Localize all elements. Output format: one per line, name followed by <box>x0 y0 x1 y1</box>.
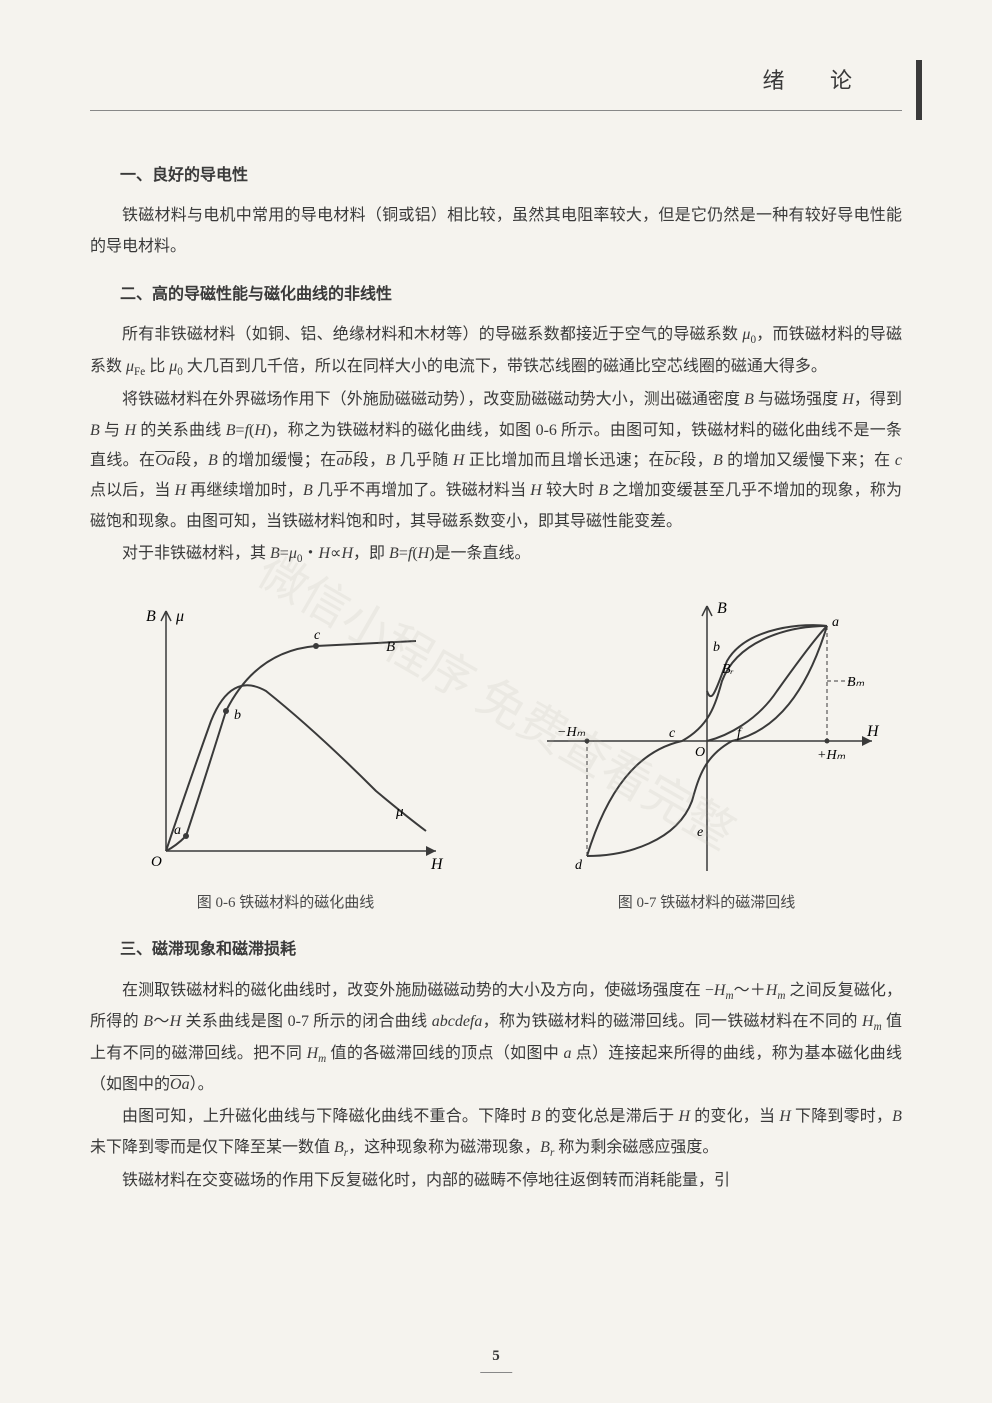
section-3-p1: 在测取铁磁材料的磁化曲线时，改变外施励磁磁动势的大小及方向，使磁场强度在 −Hm… <box>90 976 902 1101</box>
svg-text:c: c <box>314 628 321 643</box>
svg-text:+Hₘ: +Hₘ <box>817 748 846 763</box>
svg-text:B: B <box>386 639 395 655</box>
magnetization-curve-svg: B μ H O a b c B μ <box>116 591 456 881</box>
svg-text:Bᵣ: Bᵣ <box>722 662 734 677</box>
section-3-p2: 由图可知，上升磁化曲线与下降磁化曲线不重合。下降时 B 的变化总是滞后于 H 的… <box>90 1102 902 1164</box>
figure-0-7: B H O a b c d e f Bᵣ Bₘ −Hₘ +Hₘ 图 0-7 铁磁… <box>511 591 902 918</box>
figures-row: B μ H O a b c B μ 图 0-6 铁磁材料的磁化曲线 <box>90 591 902 918</box>
svg-text:a: a <box>174 823 181 838</box>
figure-0-6-caption: 图 0-6 铁磁材料的磁化曲线 <box>90 889 481 918</box>
svg-text:O: O <box>151 854 162 870</box>
section-1-p1: 铁磁材料与电机中常用的导电材料（铜或铝）相比较，虽然其电阻率较大，但是它仍然是一… <box>90 201 902 262</box>
page-header: 绪 论 <box>90 60 902 111</box>
section-3-p3: 铁磁材料在交变磁场的作用下反复磁化时，内部的磁畴不停地往返倒转而消耗能量，引 <box>90 1166 902 1196</box>
section-2-title: 二、高的导磁性能与磁化曲线的非线性 <box>120 280 902 310</box>
figure-0-7-caption: 图 0-7 铁磁材料的磁滞回线 <box>511 889 902 918</box>
hysteresis-loop-svg: B H O a b c d e f Bᵣ Bₘ −Hₘ +Hₘ <box>527 591 887 881</box>
section-2-p3: 对于非铁磁材料，其 B=μ0・H∝H，即 B=f(H)是一条直线。 <box>90 539 902 570</box>
section-2-p1: 所有非铁磁材料（如铜、铝、绝缘材料和木材等）的导磁系数都接近于空气的导磁系数 μ… <box>90 320 902 383</box>
svg-text:a: a <box>832 615 839 630</box>
header-accent-bar <box>916 60 922 120</box>
svg-text:B: B <box>146 608 156 625</box>
svg-text:c: c <box>669 726 676 741</box>
section-2-p2: 将铁磁材料在外界磁场作用下（外施励磁磁动势），改变励磁磁动势大小，测出磁通密度 … <box>90 385 902 537</box>
page-number: 5 <box>480 1342 512 1374</box>
svg-text:O: O <box>695 745 705 760</box>
svg-text:μ: μ <box>175 608 184 625</box>
section-3-title: 三、磁滞现象和磁滞损耗 <box>120 935 902 965</box>
svg-text:b: b <box>713 640 720 655</box>
svg-text:H: H <box>866 723 880 740</box>
svg-text:−Hₘ: −Hₘ <box>557 725 586 740</box>
svg-text:e: e <box>697 825 703 840</box>
svg-text:d: d <box>575 858 583 873</box>
svg-text:b: b <box>234 708 241 723</box>
figure-0-6: B μ H O a b c B μ 图 0-6 铁磁材料的磁化曲线 <box>90 591 481 918</box>
svg-text:B: B <box>717 600 727 617</box>
svg-text:μ: μ <box>395 804 404 820</box>
section-1-title: 一、良好的导电性 <box>120 161 902 191</box>
svg-text:Bₘ: Bₘ <box>847 675 865 690</box>
svg-text:H: H <box>430 856 444 873</box>
header-title: 绪 论 <box>762 68 872 93</box>
